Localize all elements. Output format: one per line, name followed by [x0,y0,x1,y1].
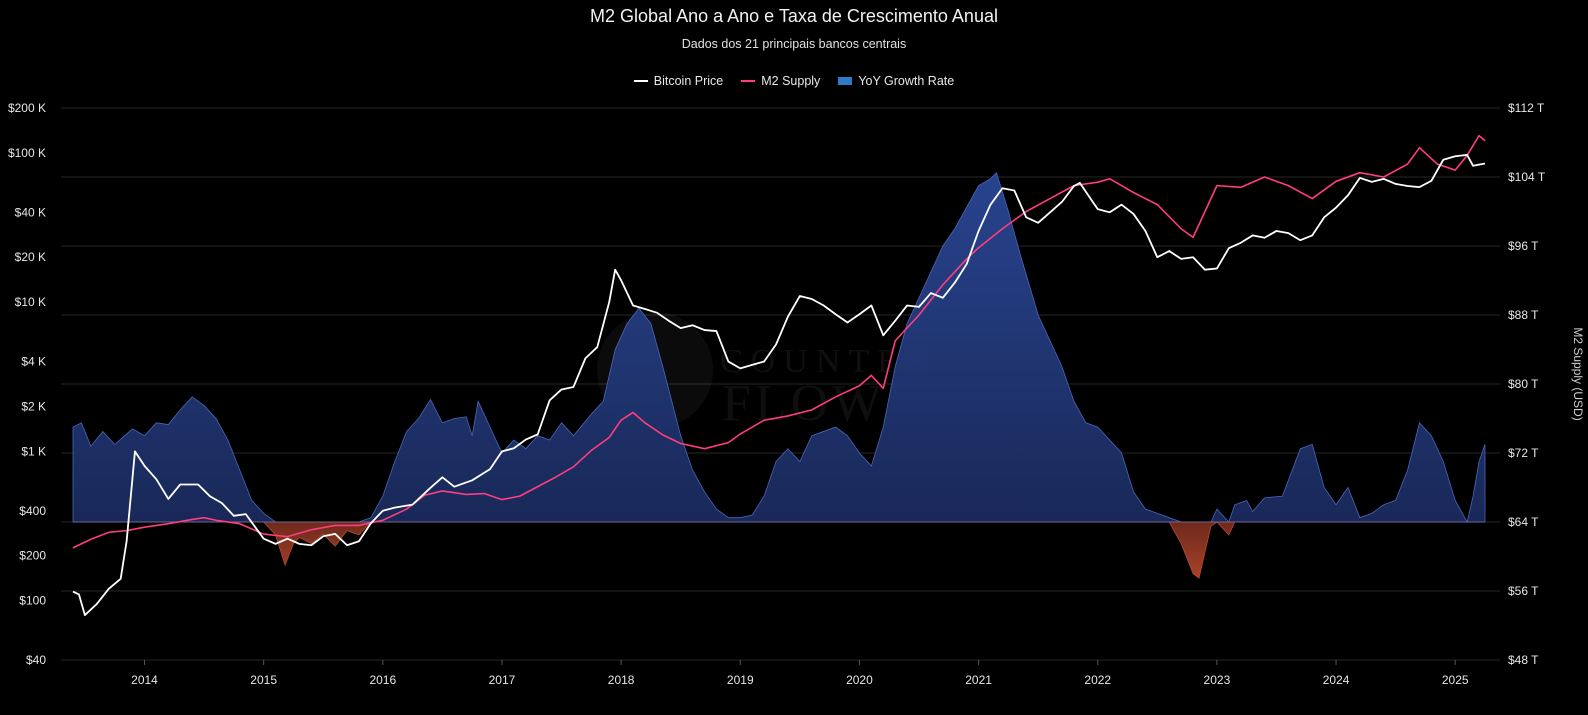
x-tick-label: 2024 [1323,673,1350,687]
legend-swatch-yoy-growth-rate [838,77,853,85]
y-left-tick-label: $40 [26,653,46,667]
y-left-tick-label: $2 K [21,399,46,413]
x-axis: 2014 2015 2016 2017 2018 2019 2020 2021 2022 2023… [131,660,1469,687]
y-right-tick-label: $56 T [1508,584,1539,598]
legend: Bitcoin Price M2 Supply YoY Growth Rate [0,74,1588,88]
m2-supply-line [72,134,1486,549]
bitcoin-price-line [72,153,1486,616]
y-left-tick-label: $1 K [21,444,46,458]
x-tick-label: 2020 [846,673,873,687]
y-left-tick-label: $100 K [8,146,46,160]
y-right-tick-label: $88 T [1508,308,1539,322]
y-left-tick-label: $200 [19,549,46,563]
grid-lines [61,107,1500,661]
y-left-tick-label: $200 K [8,101,46,115]
watermark-text-flow: FLOW [722,375,885,432]
y-left-tick-label: $400 [19,504,46,518]
y-right-axis-title: M2 Supply (USD) [1571,327,1585,420]
x-tick-label: 2015 [250,673,277,687]
legend-label-m2-supply: M2 Supply [761,74,821,88]
x-tick-label: 2025 [1442,673,1469,687]
y-left-tick-label: $10 K [15,295,46,309]
y-right-tick-label: $112 T [1508,101,1545,115]
legend-swatch-bitcoin-price [633,80,648,82]
x-tick-label: 2018 [608,673,635,687]
x-tick-label: 2017 [489,673,516,687]
yoy-growth-area [72,171,1486,579]
x-tick-label: 2014 [131,673,158,687]
x-tick-label: 2019 [727,673,754,687]
y-right-tick-label: $96 T [1508,239,1539,253]
y-right-tick-label: $64 T [1508,515,1539,529]
y-right-axis: $48 T $56 T $64 T $72 T $80 T $88 T $96 T $104 … [1508,101,1546,667]
x-tick-label: 2016 [369,673,396,687]
chart-title: M2 Global Ano a Ano e Taxa de Cresciment… [590,6,998,26]
y-left-tick-label: $40 K [15,205,46,219]
x-tick-label: 2022 [1084,673,1111,687]
y-left-tick-label: $4 K [21,355,46,369]
legend-label-bitcoin-price: Bitcoin Price [653,74,724,88]
chart-subtitle: Dados dos 21 principais bancos centrais [681,37,907,51]
series-lines [72,134,1486,616]
y-right-tick-label: $48 T [1508,653,1539,667]
legend-swatch-m2-supply [741,80,756,82]
y-right-tick-label: $72 T [1508,446,1539,460]
yoy-negative-area [73,521,1485,579]
y-right-tick-label: $104 T [1508,170,1546,184]
x-tick-label: 2021 [965,673,992,687]
y-left-axis: $40 $100 $200 $400 $1 K $2 K $4 K $10 K $20 K $40… [8,101,46,667]
y-left-tick-label: $100 [19,594,46,608]
y-right-tick-label: $80 T [1508,377,1539,391]
legend-label-yoy-growth-rate: YoY Growth Rate [858,74,955,88]
x-tick-label: 2023 [1204,673,1231,687]
legend-item-yoy-growth-rate[interactable]: YoY Growth Rate [838,74,954,88]
y-left-tick-label: $20 K [15,250,46,264]
legend-item-bitcoin-price[interactable]: Bitcoin Price [633,74,724,88]
legend-item-m2-supply[interactable]: M2 Supply [741,74,820,88]
